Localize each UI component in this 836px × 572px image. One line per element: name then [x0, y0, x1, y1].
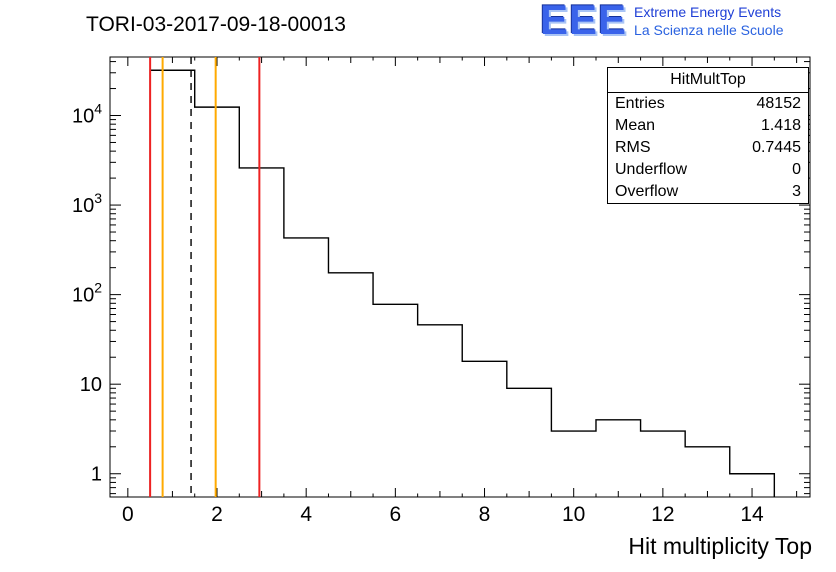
x-tick-label: 8 [479, 503, 491, 526]
y-tick-label: 10 [80, 374, 102, 396]
stats-row: Entries 48152 [608, 93, 808, 115]
y-tick-label: 104 [72, 101, 102, 128]
stats-value: 48152 [756, 95, 802, 112]
stats-label: Overflow [615, 183, 679, 200]
y-tick-labels: 1 10 102 103 104 [72, 101, 102, 486]
eee-logo-line2: La Scienza nelle Scuole [634, 22, 784, 38]
plot-title: TORI-03-2017-09-18-00013 [86, 13, 346, 36]
stats-label: Entries [615, 95, 665, 112]
histogram-line [149, 69, 776, 497]
stats-row: Mean 1.418 [608, 115, 808, 137]
frame-rect [109, 56, 811, 498]
x-tick-label: 14 [740, 503, 764, 526]
axis-ticks [110, 57, 810, 497]
stats-title: HitMultTop [608, 68, 808, 93]
stats-label: RMS [615, 139, 651, 156]
stats-label: Mean [615, 117, 656, 134]
stats-value: 0.7445 [752, 139, 801, 156]
stats-row: RMS 0.7445 [608, 137, 808, 159]
marker-lines [149, 57, 261, 497]
stats-value: 3 [792, 183, 801, 200]
eee-logo-text: Extreme Energy Events La Scienza nelle S… [634, 0, 783, 39]
x-tick-label: 6 [390, 503, 402, 526]
x-tick-label: 4 [300, 503, 312, 526]
plot-frame [109, 56, 811, 498]
stats-box: HitMultTop Entries 48152 Mean 1.418 RMS … [607, 67, 809, 204]
y-tick-label: 1 [91, 464, 102, 486]
y-tick-label: 102 [72, 280, 102, 307]
x-tick-label: 0 [122, 503, 134, 526]
eee-logo: EEE Extreme Energy Events La Scienza nel… [540, 0, 783, 43]
x-tick-label: 12 [651, 503, 674, 526]
x-tick-label: 10 [562, 503, 585, 526]
x-axis-title: Hit multiplicity Top [628, 533, 812, 559]
y-tick-label: 103 [72, 190, 102, 217]
eee-wordmark: EEE [540, 0, 628, 43]
histogram-path [149, 69, 776, 497]
stats-value: 0 [792, 161, 801, 178]
stats-label: Underflow [615, 161, 688, 178]
stats-value: 1.418 [760, 117, 801, 134]
x-tick-labels: 0 2 4 6 8 10 12 14 [122, 503, 764, 526]
eee-logo-line1: Extreme Energy Events [634, 4, 782, 20]
stats-row: Underflow 0 [608, 159, 808, 181]
stats-row: Overflow 3 [608, 181, 808, 203]
x-tick-label: 2 [211, 503, 223, 526]
